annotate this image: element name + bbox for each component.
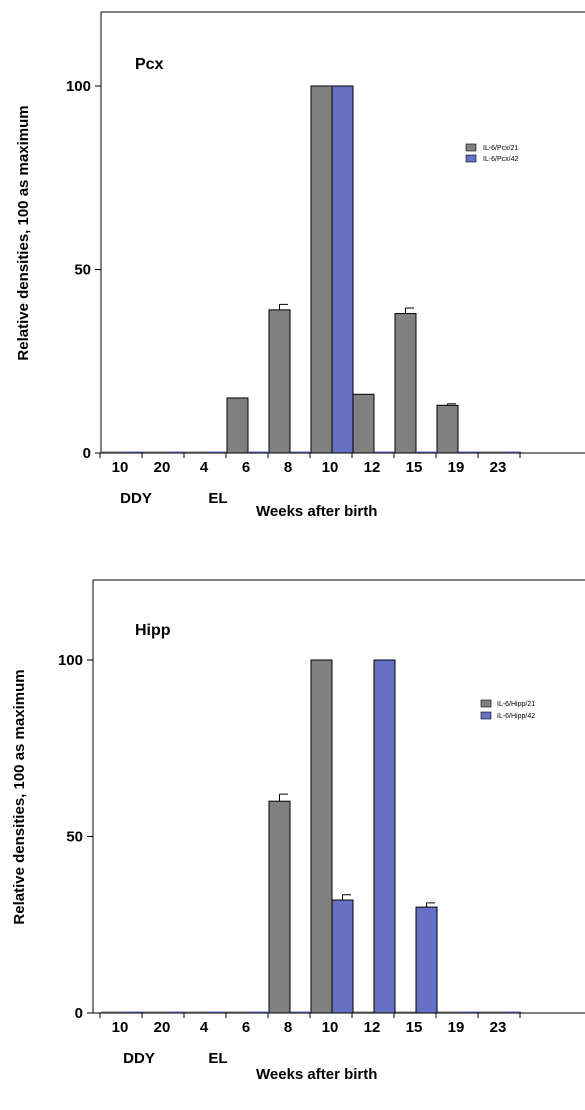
x-axis-label: Weeks after birth xyxy=(256,503,377,520)
legend-swatch xyxy=(480,711,492,720)
x-tick-label: 19 xyxy=(448,459,465,476)
group-label-el: EL xyxy=(208,490,227,507)
x-tick-label: 8 xyxy=(284,459,292,476)
x-tick-label: 10 xyxy=(322,1019,339,1036)
y-tick-label: 100 xyxy=(66,78,91,95)
legend-label: IL-6/Pcx/42 xyxy=(483,156,519,163)
chart-title: Pcx xyxy=(135,56,164,73)
y-tick-label: 0 xyxy=(75,1005,83,1022)
bar-il-6-hipp-42 xyxy=(415,906,438,1014)
y-axis-label: Relative densities, 100 as maximum xyxy=(11,669,28,924)
bar-il-6-hipp-21 xyxy=(310,659,333,1014)
x-tick-label: 15 xyxy=(406,1019,423,1036)
legend-label: IL-6/Hipp/42 xyxy=(497,713,535,720)
chart-panel-pcx: 0 50 100 10 20 4 6 8 10 12 15 19 23 DDY EL Weeks after … xyxy=(15,11,585,520)
bar-il-6-pcx-21 xyxy=(268,309,291,454)
x-tick-label: 20 xyxy=(154,1019,171,1036)
x-tick-label: 4 xyxy=(200,459,209,476)
x-tick-label: 10 xyxy=(112,459,129,476)
x-tick-label: 23 xyxy=(490,1019,507,1036)
y-axis-label: Relative densities, 100 as maximum xyxy=(15,105,32,360)
bar-il-6-pcx-21 xyxy=(394,313,417,454)
bar-il-6-pcx-21 xyxy=(310,85,333,454)
bar-il-6-pcx-21 xyxy=(436,404,459,454)
x-axis-label: Weeks after birth xyxy=(256,1066,377,1083)
bar-il-6-pcx-21 xyxy=(226,397,249,454)
x-tick-label: 15 xyxy=(406,459,423,476)
legend-swatch xyxy=(480,699,492,708)
x-tick-label: 19 xyxy=(448,1019,465,1036)
y-tick-label: 50 xyxy=(66,829,83,846)
chart-panel-hipp: 0 50 100 10 20 4 6 8 10 12 15 19 23 DDY EL Weeks after … xyxy=(11,579,585,1083)
group-label-ddy: DDY xyxy=(120,490,152,507)
bar-il-6-hipp-42 xyxy=(373,659,396,1014)
y-tick-label: 0 xyxy=(83,445,91,462)
group-label-el: EL xyxy=(208,1050,227,1067)
x-tick-label: 6 xyxy=(242,1019,250,1036)
chart-title: Hipp xyxy=(135,622,171,639)
legend-label: IL-6/Hipp/21 xyxy=(497,701,535,708)
legend-swatch xyxy=(465,154,477,163)
x-tick-label: 23 xyxy=(490,459,507,476)
legend-label: IL-6/Pcx/21 xyxy=(483,145,519,152)
bar-il-6-hipp-42 xyxy=(331,899,354,1014)
x-tick-label: 10 xyxy=(322,459,339,476)
bar-il-6-pcx-42 xyxy=(331,85,354,454)
x-tick-label: 4 xyxy=(200,1019,209,1036)
group-label-ddy: DDY xyxy=(123,1050,155,1067)
x-tick-label: 10 xyxy=(112,1019,129,1036)
x-tick-label: 12 xyxy=(364,1019,381,1036)
x-tick-label: 12 xyxy=(364,459,381,476)
x-tick-label: 6 xyxy=(242,459,250,476)
x-tick-label: 8 xyxy=(284,1019,292,1036)
y-tick-label: 50 xyxy=(74,262,91,279)
legend-swatch xyxy=(465,143,477,152)
bar-il-6-hipp-21 xyxy=(268,800,291,1014)
bar-il-6-pcx-21 xyxy=(352,393,375,454)
x-tick-label: 20 xyxy=(154,459,171,476)
y-tick-label: 100 xyxy=(58,652,83,669)
